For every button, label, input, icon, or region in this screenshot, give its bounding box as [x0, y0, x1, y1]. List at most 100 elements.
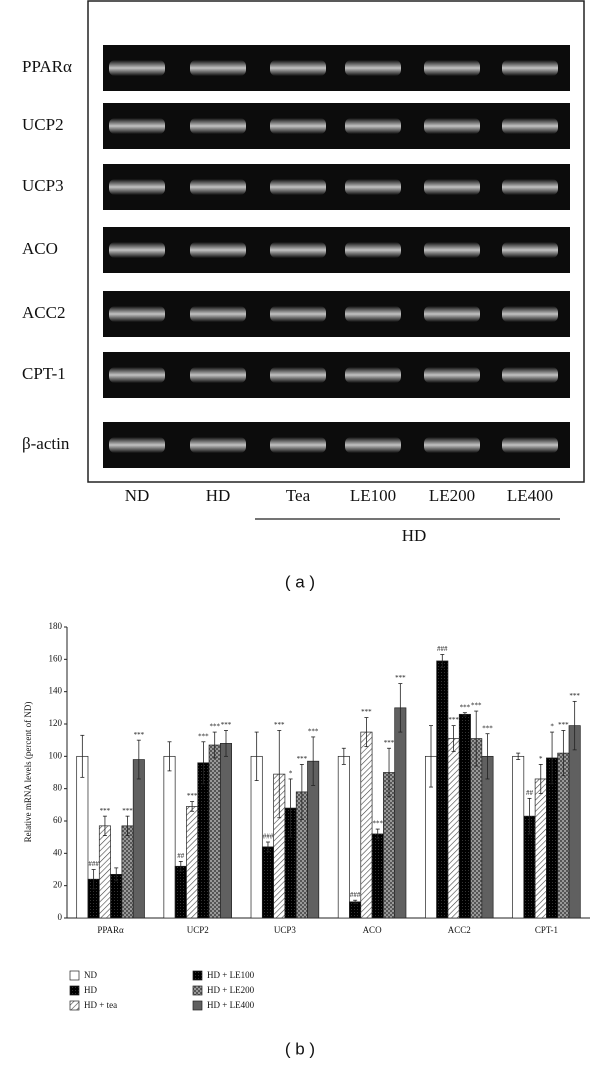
- significance-label: ***: [482, 724, 493, 732]
- legend-label: HD: [84, 985, 97, 995]
- legend-label: HD + LE200: [207, 985, 255, 995]
- significance-label: ***: [198, 732, 209, 740]
- x-tick-label: ACO: [363, 925, 383, 935]
- bar: [481, 755, 494, 919]
- gel-row-label: PPARα: [22, 57, 72, 76]
- legend-label: HD + LE400: [207, 1000, 255, 1010]
- significance-label: *: [289, 770, 293, 778]
- gel-band: [190, 437, 246, 453]
- significance-label: ***: [134, 731, 145, 739]
- gel-band: [190, 118, 246, 134]
- gel-frame: [87, 0, 585, 483]
- significance-label: ***: [221, 721, 232, 729]
- gel-band: [270, 242, 326, 258]
- gel-band: [109, 179, 165, 195]
- gel-band: [345, 437, 401, 453]
- gel-band: [345, 242, 401, 258]
- significance-label: ***: [100, 807, 111, 815]
- gel-band: [424, 118, 480, 134]
- significance-label: ***: [395, 674, 406, 682]
- gel-strip: [103, 291, 570, 337]
- significance-label: *: [539, 755, 543, 763]
- significance-label: ###: [88, 860, 99, 868]
- gel-row-label: UCP3: [22, 176, 64, 195]
- gel-band: [109, 367, 165, 383]
- bar: [261, 846, 274, 919]
- legend-swatch: [192, 1000, 203, 1011]
- caption: ( b ): [285, 1039, 315, 1058]
- gel-band: [345, 367, 401, 383]
- gel-band: [109, 118, 165, 134]
- gel-band: [424, 367, 480, 383]
- bar: [76, 755, 89, 919]
- significance-label: ###: [263, 833, 274, 841]
- bar: [132, 759, 145, 919]
- gel-band: [190, 306, 246, 322]
- bar: [163, 755, 176, 919]
- bar: [568, 725, 581, 919]
- y-axis-label: Relative mRNA levels (percent of ND): [23, 702, 33, 843]
- x-tick-label: CPT-1: [535, 925, 558, 935]
- bar: [98, 825, 111, 919]
- bar: [208, 744, 221, 919]
- y-tick-label: 80: [53, 783, 63, 793]
- x-tick-label: UCP3: [274, 925, 297, 935]
- gel-band: [109, 437, 165, 453]
- y-tick-label: 140: [49, 686, 63, 696]
- y-tick-label: 20: [53, 880, 63, 890]
- gel-strip: [103, 164, 570, 210]
- significance-label: ***: [361, 708, 372, 716]
- legend-swatch: [69, 970, 80, 981]
- significance-label: ***: [274, 721, 285, 729]
- gel-strip: [103, 422, 570, 468]
- gel-band: [190, 179, 246, 195]
- bar: [447, 738, 460, 919]
- legend-swatch: [192, 970, 203, 981]
- y-tick-label: 160: [49, 653, 63, 663]
- legend-swatch: [192, 985, 203, 996]
- gel-band: [345, 306, 401, 322]
- gel-band: [270, 60, 326, 76]
- bar: [220, 743, 233, 919]
- y-tick-label: 180: [49, 621, 63, 631]
- gel-band: [270, 179, 326, 195]
- significance-label: ***: [384, 739, 395, 747]
- bar: [436, 660, 449, 919]
- gel-band: [270, 306, 326, 322]
- gel-band: [424, 60, 480, 76]
- gel-row-label: β-actin: [22, 434, 70, 453]
- legend-label: HD + tea: [84, 1000, 117, 1010]
- legend-swatch: [69, 1000, 80, 1011]
- bar: [174, 865, 187, 919]
- bar: [534, 778, 547, 919]
- gel-band: [190, 60, 246, 76]
- significance-label: ***: [558, 721, 569, 729]
- gel-band: [270, 118, 326, 134]
- lane-label: ND: [125, 486, 150, 505]
- gel-strip: [103, 103, 570, 149]
- x-tick-label: ACC2: [448, 925, 471, 935]
- gel-band: [502, 306, 558, 322]
- y-tick-label: 40: [53, 847, 63, 857]
- gel-band: [502, 437, 558, 453]
- significance-label: ***: [122, 807, 133, 815]
- caption: ( a ): [285, 572, 315, 591]
- legend-swatch: [69, 985, 80, 996]
- gel-band: [190, 242, 246, 258]
- gel-row-label: CPT-1: [22, 364, 66, 383]
- legend-label: HD + LE100: [207, 970, 255, 980]
- gel-band: [270, 437, 326, 453]
- significance-label: ###: [350, 891, 361, 899]
- gel-band: [424, 242, 480, 258]
- y-tick-label: 100: [49, 750, 63, 760]
- lane-label: HD: [206, 486, 231, 505]
- lane-label: LE100: [350, 486, 396, 505]
- legend-label: ND: [84, 970, 97, 980]
- significance-label: ***: [209, 723, 220, 731]
- x-tick-label: PPARα: [97, 925, 124, 935]
- significance-label: ***: [471, 702, 482, 710]
- gel-band: [502, 60, 558, 76]
- gel-row-label: ACC2: [22, 303, 65, 322]
